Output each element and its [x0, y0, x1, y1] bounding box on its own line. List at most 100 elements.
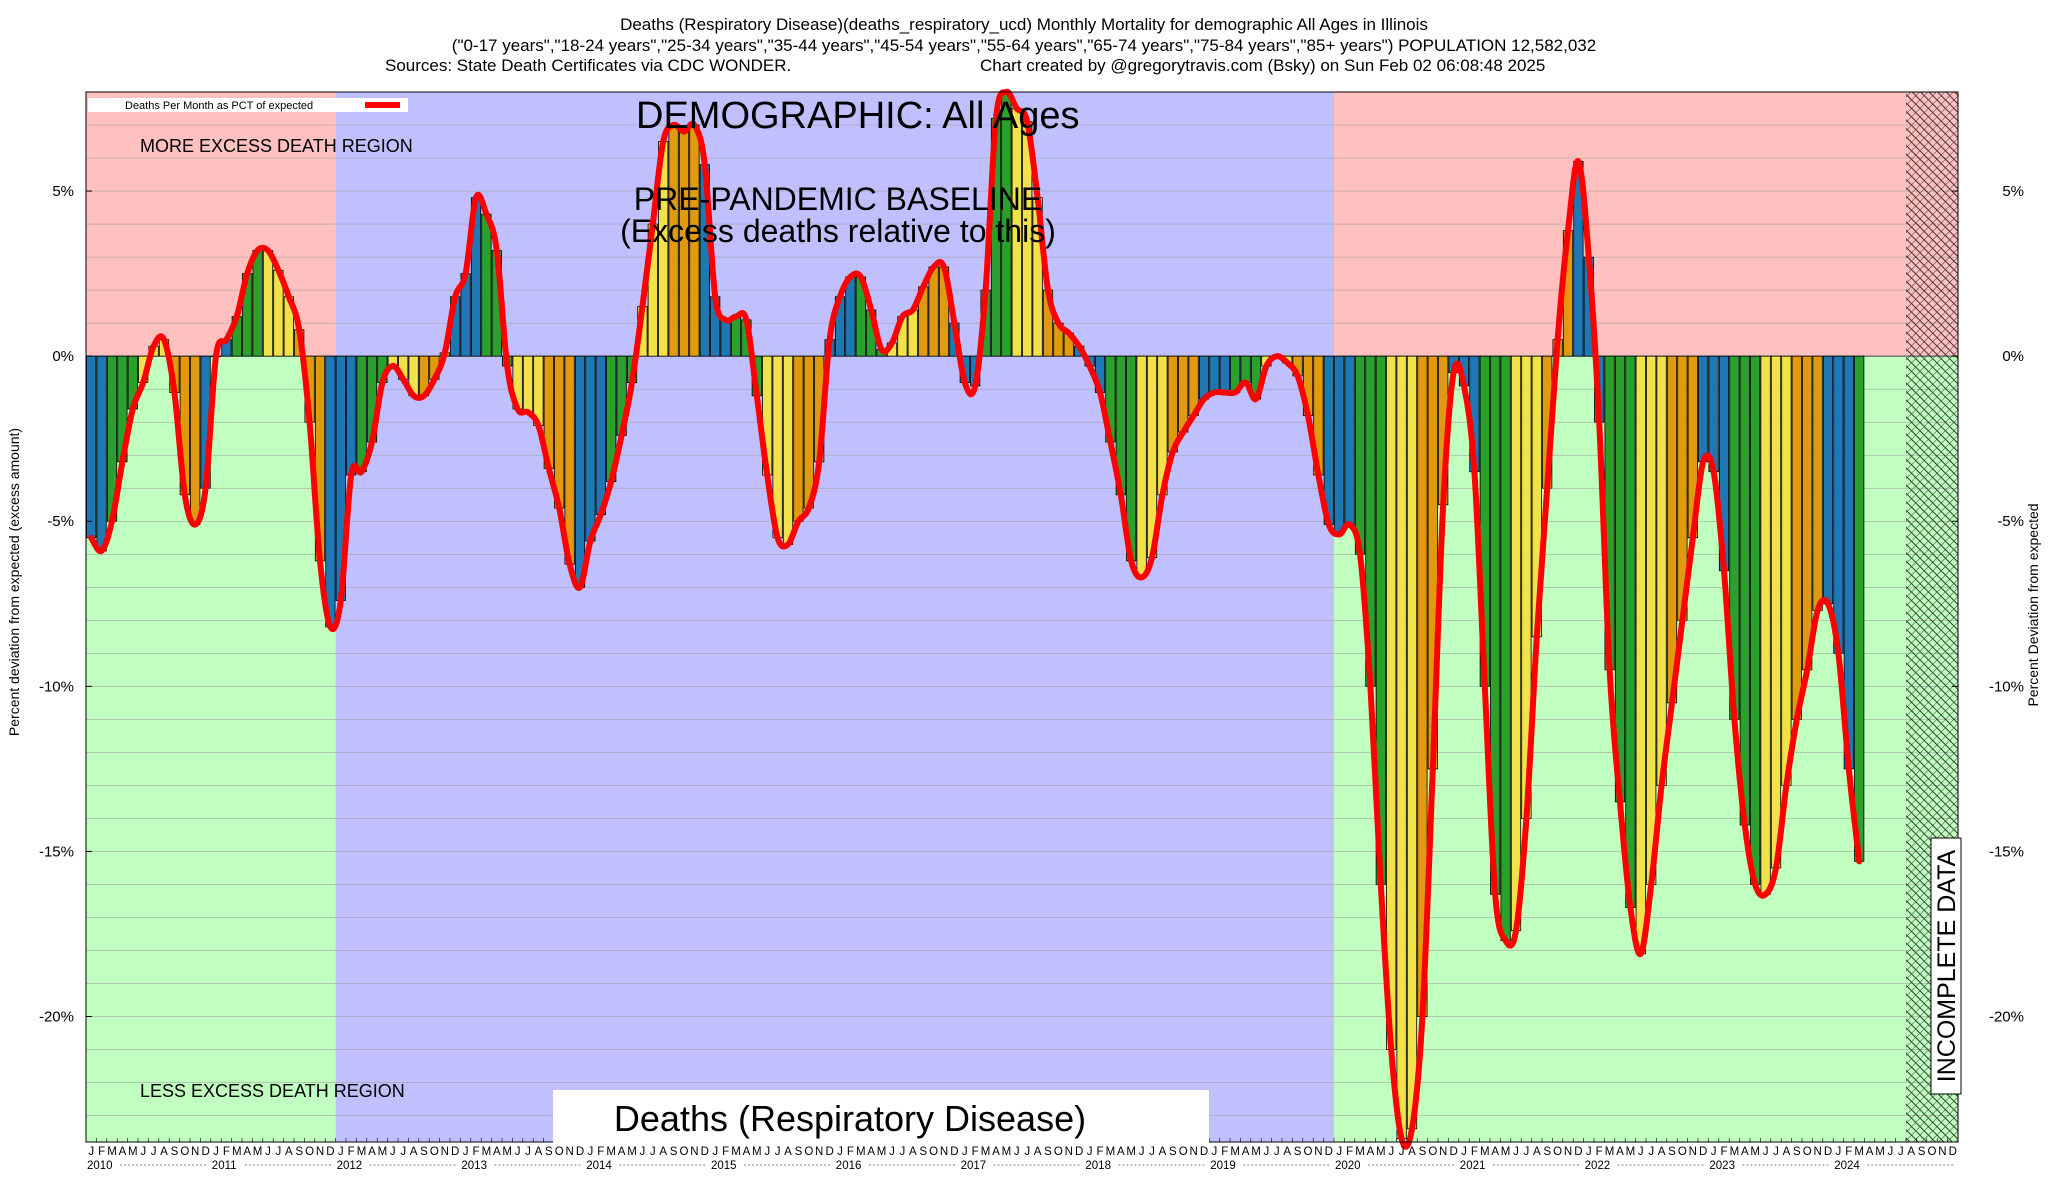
x-tick-month: A	[1658, 1146, 1666, 1158]
x-tick-month: F	[972, 1146, 979, 1158]
x-tick-month: N	[1189, 1146, 1197, 1158]
x-tick-month: N	[940, 1146, 948, 1158]
bar	[1334, 355, 1345, 535]
x-tick-month: O	[1928, 1146, 1937, 1158]
bar	[1635, 355, 1646, 955]
x-tick-month: F	[223, 1146, 230, 1158]
x-tick-month: M	[856, 1146, 866, 1158]
bar	[96, 355, 107, 552]
pre-pandemic-baseline-region	[335, 92, 1335, 1142]
x-tick-month: J	[276, 1146, 282, 1158]
x-tick-month: J	[1264, 1146, 1270, 1158]
x-tick-month: J	[463, 1146, 469, 1158]
y-tick-label-right: -10%	[1989, 678, 2024, 695]
x-tick-month: A	[618, 1146, 626, 1158]
x-tick-month: A	[1367, 1146, 1375, 1158]
chart-credit: Chart created by @gregorytravis.com (Bsk…	[980, 56, 1545, 75]
chart-title-line1: Deaths (Respiratory Disease)(deaths_resp…	[620, 15, 1428, 34]
x-tick-month: F	[98, 1146, 105, 1158]
x-tick-month: S	[1918, 1146, 1926, 1158]
bar	[1167, 355, 1178, 453]
baseline-label: PRE-PANDEMIC BASELINE	[634, 181, 1042, 217]
x-tick-year: 2017	[961, 1160, 987, 1172]
more-excess-label: MORE EXCESS DEATH REGION	[140, 136, 413, 156]
x-tick-month: D	[1075, 1146, 1083, 1158]
bottom-title: Deaths (Respiratory Disease)	[614, 1098, 1086, 1139]
x-tick-month: N	[1564, 1146, 1572, 1158]
x-tick-month: N	[565, 1146, 573, 1158]
x-tick-month: N	[1938, 1146, 1946, 1158]
x-tick-month: N	[1813, 1146, 1821, 1158]
x-tick-year: 2019	[1210, 1160, 1236, 1172]
x-tick-month: M	[1251, 1146, 1261, 1158]
bottom-title-box	[553, 1090, 1209, 1144]
x-tick-month: J	[1711, 1146, 1717, 1158]
x-tick-month: A	[1533, 1146, 1541, 1158]
x-tick-year: 2011	[212, 1160, 237, 1172]
x-tick-month: J	[525, 1146, 531, 1158]
x-tick-month: A	[119, 1146, 127, 1158]
incomplete-label-box	[1930, 837, 1962, 1095]
x-tick-month: M	[378, 1146, 388, 1158]
bar	[1625, 355, 1636, 908]
x-tick-month: N	[1439, 1146, 1447, 1158]
bar	[356, 355, 367, 473]
x-tick-month: A	[535, 1146, 543, 1158]
bar	[782, 355, 794, 545]
x-tick-year: 2020	[1335, 1160, 1361, 1172]
x-tick-month: A	[992, 1146, 1000, 1158]
bar	[1386, 355, 1397, 1050]
x-tick-month: D	[451, 1146, 459, 1158]
x-tick-month: J	[837, 1146, 843, 1158]
x-tick-month: F	[472, 1146, 479, 1158]
x-tick-month: M	[1605, 1146, 1615, 1158]
x-tick-month: M	[606, 1146, 616, 1158]
x-tick-month: A	[1283, 1146, 1291, 1158]
y-tick-label-right: -5%	[1997, 513, 2024, 530]
bar	[1178, 355, 1189, 433]
x-tick-month: D	[701, 1146, 709, 1158]
x-tick-month: J	[588, 1146, 594, 1158]
bar	[1646, 355, 1657, 885]
x-tick-month: J	[775, 1146, 781, 1158]
x-tick-month: S	[1793, 1146, 1801, 1158]
x-tick-month: J	[640, 1146, 646, 1158]
x-tick-month: D	[326, 1146, 334, 1158]
y-axis-label-left: Percent deviation from expected (excess …	[6, 428, 22, 736]
x-tick-month: A	[410, 1146, 418, 1158]
x-tick-month: M	[1230, 1146, 1240, 1158]
x-tick-month: D	[201, 1146, 209, 1158]
x-tick-month: S	[1668, 1146, 1676, 1158]
x-tick-month: S	[1169, 1146, 1177, 1158]
y-tick-label-left: -15%	[39, 843, 74, 860]
x-tick-month: O	[555, 1146, 564, 1158]
x-tick-month: N	[815, 1146, 823, 1158]
x-tick-month: J	[1513, 1146, 1519, 1158]
x-tick-month: D	[1699, 1146, 1707, 1158]
x-tick-month: S	[670, 1146, 678, 1158]
x-tick-month: A	[1616, 1146, 1624, 1158]
x-tick-year: 2018	[1085, 1160, 1111, 1172]
bar	[585, 355, 596, 542]
x-tick-month: J	[1524, 1146, 1530, 1158]
x-tick-month: A	[1783, 1146, 1791, 1158]
x-tick-month: J	[1763, 1146, 1769, 1158]
y-tick-label-left: -20%	[39, 1009, 74, 1026]
x-tick-month: N	[690, 1146, 698, 1158]
x-tick-month: F	[1096, 1146, 1103, 1158]
x-tick-month: D	[825, 1146, 833, 1158]
x-tick-month: M	[1854, 1146, 1864, 1158]
legend-box	[88, 98, 408, 112]
x-tick-month: S	[1419, 1146, 1427, 1158]
x-tick-month: O	[180, 1146, 189, 1158]
plot-area	[85, 88, 1959, 1150]
x-tick-month: D	[1200, 1146, 1208, 1158]
bar	[1791, 355, 1802, 720]
y-tick-label-left: 5%	[52, 183, 74, 200]
bar	[1240, 355, 1251, 383]
x-tick-month: J	[650, 1146, 656, 1158]
bar	[1219, 355, 1230, 393]
x-tick-month: F	[1720, 1146, 1727, 1158]
x-tick-year: 2012	[337, 1160, 363, 1172]
